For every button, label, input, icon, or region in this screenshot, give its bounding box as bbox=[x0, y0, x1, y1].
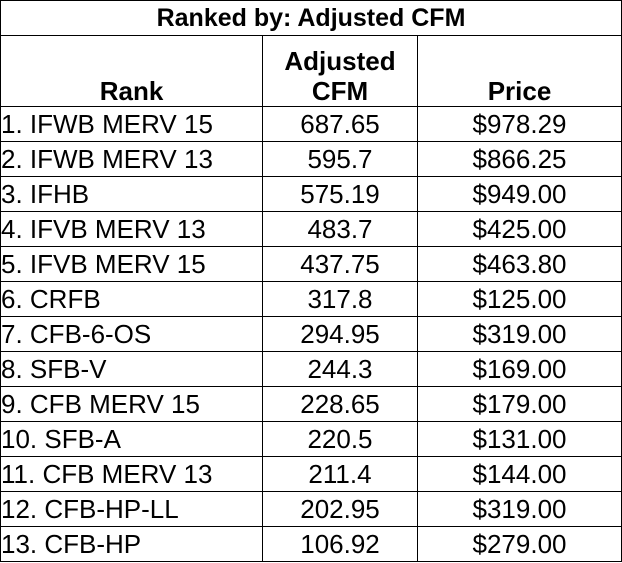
table-row: 8. SFB-V 244.3 $169.00 bbox=[0, 351, 622, 387]
adjusted-cfm-header-line2: CFM bbox=[311, 76, 369, 107]
adjusted-cfm-cell: 483.7 bbox=[262, 211, 418, 248]
price-cell: $319.00 bbox=[416, 490, 622, 527]
adjusted-cfm-header-line1: Adjusted bbox=[284, 46, 396, 77]
price-cell: $978.29 bbox=[416, 106, 622, 143]
table-row: 7. CFB-6-OS 294.95 $319.00 bbox=[0, 316, 622, 353]
rank-cell: 8. SFB-V bbox=[0, 351, 263, 387]
price-column-header: Price bbox=[416, 35, 622, 108]
price-cell: $179.00 bbox=[416, 386, 622, 422]
adjusted-cfm-cell: 244.3 bbox=[262, 351, 418, 387]
adjusted-cfm-cell: 202.95 bbox=[262, 490, 418, 527]
table-row: 6. CRFB 317.8 $125.00 bbox=[0, 281, 622, 318]
price-cell: $949.00 bbox=[416, 176, 622, 213]
adjusted-cfm-cell: 437.75 bbox=[262, 246, 418, 283]
rank-cell: 1. IFWB MERV 15 bbox=[0, 106, 263, 143]
adjusted-cfm-cell: 687.65 bbox=[262, 106, 418, 143]
rank-cell: 12. CFB-HP-LL bbox=[0, 490, 263, 527]
adjusted-cfm-cell: 106.92 bbox=[262, 525, 418, 563]
rank-cell: 6. CRFB bbox=[0, 281, 263, 318]
rank-cell: 10. SFB-A bbox=[0, 420, 263, 457]
table-row: 11. CFB MERV 13 211.4 $144.00 bbox=[0, 455, 622, 492]
adjusted-cfm-cell: 220.5 bbox=[262, 420, 418, 457]
rank-cell: 11. CFB MERV 13 bbox=[0, 455, 263, 492]
price-cell: $319.00 bbox=[416, 316, 622, 353]
adjusted-cfm-cell: 294.95 bbox=[262, 316, 418, 353]
table-row: 4. IFVB MERV 13 483.7 $425.00 bbox=[0, 211, 622, 248]
rank-cell: 3. IFHB bbox=[0, 176, 263, 213]
rank-cell: 5. IFVB MERV 15 bbox=[0, 246, 263, 283]
adjusted-cfm-cell: 317.8 bbox=[262, 281, 418, 318]
table-row: 10. SFB-A 220.5 $131.00 bbox=[0, 420, 622, 457]
table-row: 5. IFVB MERV 15 437.75 $463.80 bbox=[0, 246, 622, 283]
table-row: 3. IFHB 575.19 $949.00 bbox=[0, 176, 622, 213]
table-title: Ranked by: Adjusted CFM bbox=[0, 0, 622, 37]
price-cell: $144.00 bbox=[416, 455, 622, 492]
table-row: 2. IFWB MERV 13 595.7 $866.25 bbox=[0, 141, 622, 178]
price-cell: $425.00 bbox=[416, 211, 622, 248]
adjusted-cfm-column-header: Adjusted CFM bbox=[262, 35, 418, 108]
table-row: 12. CFB-HP-LL 202.95 $319.00 bbox=[0, 490, 622, 527]
title-row: Ranked by: Adjusted CFM bbox=[0, 0, 622, 37]
table-row: 9. CFB MERV 15 228.65 $179.00 bbox=[0, 386, 622, 422]
price-cell: $131.00 bbox=[416, 420, 622, 457]
price-cell: $866.25 bbox=[416, 141, 622, 178]
rank-cell: 4. IFVB MERV 13 bbox=[0, 211, 263, 248]
rank-column-header: Rank bbox=[0, 35, 263, 108]
price-cell: $279.00 bbox=[416, 525, 622, 563]
adjusted-cfm-cell: 575.19 bbox=[262, 176, 418, 213]
price-cell: $125.00 bbox=[416, 281, 622, 318]
rank-cell: 13. CFB-HP bbox=[0, 525, 263, 563]
header-row: Rank Adjusted CFM Price bbox=[0, 35, 622, 108]
price-cell: $169.00 bbox=[416, 351, 622, 387]
rank-cell: 9. CFB MERV 15 bbox=[0, 386, 263, 422]
adjusted-cfm-cell: 228.65 bbox=[262, 386, 418, 422]
adjusted-cfm-cell: 211.4 bbox=[262, 455, 418, 492]
table-row: 1. IFWB MERV 15 687.65 $978.29 bbox=[0, 106, 622, 143]
price-cell: $463.80 bbox=[416, 246, 622, 283]
table-row: 13. CFB-HP 106.92 $279.00 bbox=[0, 525, 622, 563]
rank-cell: 2. IFWB MERV 13 bbox=[0, 141, 263, 178]
adjusted-cfm-cell: 595.7 bbox=[262, 141, 418, 178]
rank-cell: 7. CFB-6-OS bbox=[0, 316, 263, 353]
